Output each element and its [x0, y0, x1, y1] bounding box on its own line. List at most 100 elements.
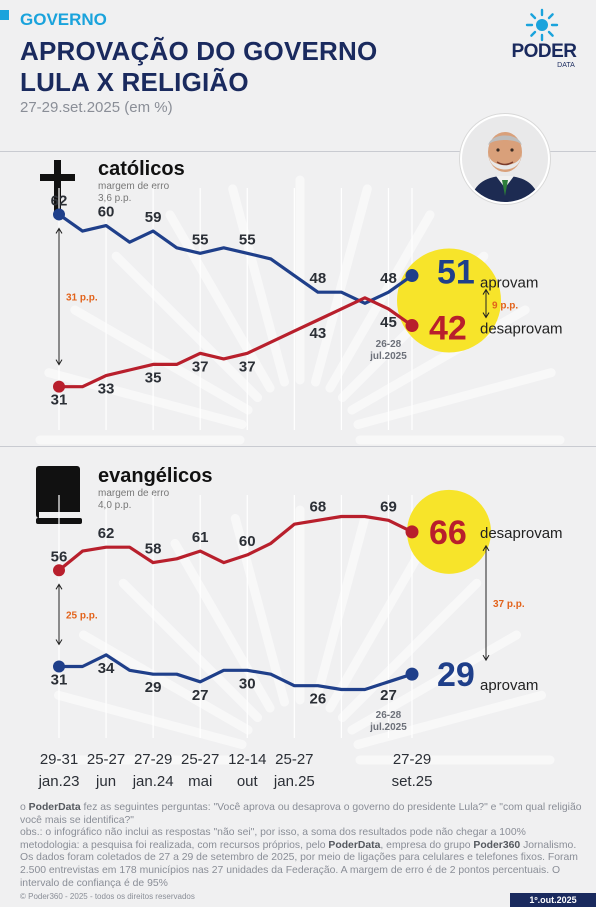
start-gap-arrow	[55, 227, 63, 366]
gap-arrow-head	[482, 312, 490, 319]
watermark-ray	[44, 368, 247, 429]
x-tick-label: jun	[95, 773, 116, 790]
data-label-aprovam: 31	[51, 671, 68, 688]
data-label-desaprovam: 37	[192, 358, 209, 375]
final-label-aprovam: aprovam	[480, 275, 538, 292]
ref-label: 26-28	[376, 710, 402, 721]
ref-label: jul.2025	[369, 351, 407, 362]
data-label-aprovam: 62	[51, 192, 68, 209]
data-label-desaprovam: 58	[145, 541, 162, 558]
portrait-photo	[460, 114, 550, 204]
publish-date: 1º.out.2025	[510, 893, 596, 907]
data-label-aprovam: 27	[192, 687, 209, 704]
x-tick-label: 25-27	[275, 751, 313, 768]
cross-icon	[40, 160, 75, 212]
data-label-desaprovam: 56	[51, 548, 68, 565]
gap-arrow-head	[55, 359, 63, 366]
note-question: o PoderData fez as seguintes perguntas: …	[20, 802, 582, 826]
note-methodology: metodologia: a pesquisa foi realizada, c…	[20, 839, 578, 889]
kicker-marker	[0, 10, 9, 20]
data-label-desaprovam: 62	[98, 525, 115, 542]
section-title-evangelicos: evangélicos	[98, 465, 213, 487]
final-value-aprovam: 29	[437, 656, 475, 694]
copyright: © Poder360 - 2025 - todos os direitos re…	[20, 892, 195, 901]
watermark-ray	[78, 630, 253, 735]
final-label-desaprovam: desaprovam	[480, 321, 563, 338]
portrait-icon	[462, 116, 548, 202]
gap-arrow-head	[55, 583, 63, 590]
notes: o PoderData fez as seguintes perguntas: …	[20, 802, 590, 890]
start-gap-arrow	[55, 583, 63, 646]
page-subtitle: 27-29.set.2025 (em %)	[20, 99, 173, 116]
end-gap-label: 37 p.p.	[493, 599, 525, 610]
moe-label: margem de erro	[98, 488, 170, 499]
data-label-aprovam: 26	[310, 691, 327, 708]
logo-subword: DATA	[557, 62, 575, 69]
series-line-desaprovam	[57, 514, 414, 572]
data-label-desaprovam: 43	[310, 325, 327, 342]
title-line-2: LULA X RELIGIÃO	[20, 67, 249, 97]
x-tick-label: 12-14	[228, 751, 266, 768]
watermark-ray	[70, 305, 253, 415]
watermark-ray	[347, 305, 530, 415]
watermark-ray	[325, 538, 430, 713]
start-gap-label: 25 p.p.	[66, 610, 98, 621]
watermark-ray	[118, 578, 263, 723]
point-end-aprovam	[405, 667, 419, 681]
moe-label: margem de erro	[98, 181, 170, 192]
gap-arrow-head	[55, 639, 63, 646]
data-label-desaprovam: 69	[380, 498, 397, 515]
divider	[0, 446, 596, 447]
final-value-desaprovam: 66	[429, 514, 467, 552]
point-end-desaprovam	[405, 319, 419, 333]
note-obs: obs.: o infográfico não inclui as respos…	[20, 827, 526, 839]
end-gap-arrow	[482, 288, 490, 319]
watermark-ray	[165, 210, 275, 393]
data-label-desaprovam: 35	[145, 369, 162, 386]
moe-value: 4,0 p.p.	[98, 500, 132, 511]
gap-arrow-head	[482, 654, 490, 662]
start-gap-label: 31 p.p.	[66, 293, 98, 304]
data-label-desaprovam: 68	[310, 498, 327, 515]
divider	[0, 151, 596, 152]
poderdata-logo-icon	[525, 8, 559, 42]
x-tick-label: set.25	[392, 773, 433, 790]
data-label-aprovam: 30	[239, 675, 256, 692]
series-line-aprovam	[57, 212, 414, 305]
data-label-desaprovam: 45	[380, 314, 397, 331]
highlight-circle	[407, 489, 491, 574]
page-title: APROVAÇÃO DO GOVERNO LULA X RELIGIÃO	[20, 36, 410, 98]
data-label-aprovam: 55	[192, 231, 209, 248]
point-end-aprovam	[405, 269, 419, 283]
watermark-ray	[170, 538, 275, 713]
chart-canvas: 62 60 59 55 55 48 48 31 33 35 37 37 43 45 51 aprovam 42 d…	[37, 188, 563, 790]
x-tick-label: jan.24	[132, 773, 174, 790]
watermark-ray	[54, 690, 247, 749]
watermark-ray	[353, 368, 556, 429]
x-tick-label: 27-29	[393, 751, 431, 768]
watermark-ray	[347, 630, 522, 735]
x-tick-label: jan.25	[273, 773, 315, 790]
section-title-catolicos: católicos	[98, 158, 185, 180]
title-line-1: APROVAÇÃO DO GOVERNO	[20, 36, 378, 66]
logo-wordmark: PODER	[511, 41, 577, 62]
data-label-desaprovam: 33	[98, 381, 115, 398]
x-tick-label: 29-31	[40, 751, 78, 768]
x-tick-label: 25-27	[87, 751, 125, 768]
end-gap-label: 9 p.p.	[492, 301, 518, 312]
watermark-rays	[45, 505, 555, 765]
data-label-desaprovam: 31	[51, 392, 68, 409]
ref-label: 26-28	[376, 339, 402, 350]
final-value-desaprovam: 42	[429, 310, 467, 348]
end-gap-arrow	[482, 544, 490, 662]
point-start-desaprovam	[53, 380, 65, 393]
data-label-aprovam: 60	[98, 204, 115, 221]
watermark-ray	[111, 251, 263, 403]
data-label-aprovam: 29	[145, 679, 162, 696]
kicker: GOVERNO	[20, 10, 107, 29]
data-label-aprovam: 34	[98, 660, 115, 677]
ref-label: jul.2025	[369, 722, 407, 733]
point-start-desaprovam	[53, 564, 65, 577]
moe-value: 3,6 p.p.	[98, 193, 132, 204]
data-label-aprovam: 59	[145, 209, 162, 226]
